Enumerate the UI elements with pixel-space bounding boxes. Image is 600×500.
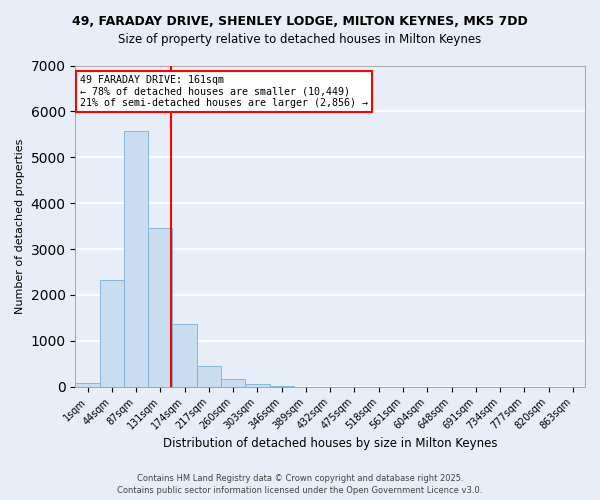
Bar	[197, 366, 221, 386]
X-axis label: Distribution of detached houses by size in Milton Keynes: Distribution of detached houses by size …	[163, 437, 497, 450]
Bar	[148, 228, 172, 386]
Bar	[245, 384, 269, 386]
Bar	[172, 324, 197, 386]
Bar	[124, 130, 148, 386]
Text: 49, FARADAY DRIVE, SHENLEY LODGE, MILTON KEYNES, MK5 7DD: 49, FARADAY DRIVE, SHENLEY LODGE, MILTON…	[72, 15, 528, 28]
Y-axis label: Number of detached properties: Number of detached properties	[15, 138, 25, 314]
Text: Size of property relative to detached houses in Milton Keynes: Size of property relative to detached ho…	[118, 32, 482, 46]
Bar	[221, 379, 245, 386]
Bar	[100, 280, 124, 386]
Text: Contains HM Land Registry data © Crown copyright and database right 2025.
Contai: Contains HM Land Registry data © Crown c…	[118, 474, 482, 495]
Text: 49 FARADAY DRIVE: 161sqm
← 78% of detached houses are smaller (10,449)
21% of se: 49 FARADAY DRIVE: 161sqm ← 78% of detach…	[80, 75, 368, 108]
Bar	[76, 383, 100, 386]
